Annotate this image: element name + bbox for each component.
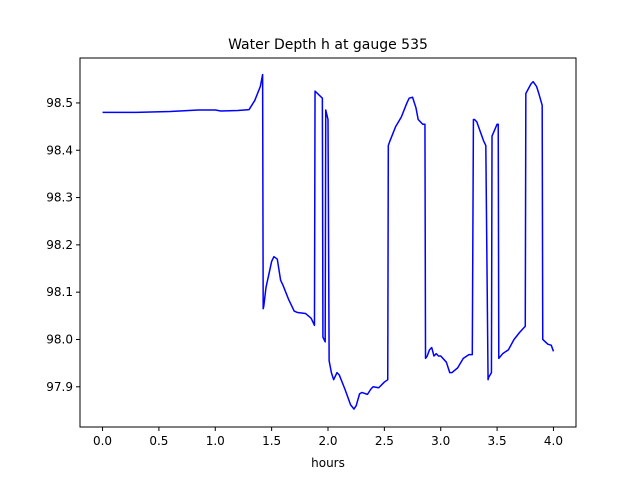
x-tick-label: 4.0 (544, 434, 563, 448)
y-tick-label: 98.2 (46, 238, 73, 252)
series-line (102, 73, 555, 410)
x-tick-label: 2.0 (318, 434, 337, 448)
x-tick-label: 0.5 (149, 434, 168, 448)
y-tick-label: 98.0 (46, 332, 73, 346)
x-axis-label: hours (311, 456, 345, 470)
chart-title: Water Depth h at gauge 535 (228, 37, 428, 53)
y-tick-label: 98.5 (46, 96, 73, 110)
y-tick-label: 98.4 (46, 143, 73, 157)
x-axis-ticks: 0.0 0.5 1.0 1.5 2.0 2.5 3.0 3.5 4.0 (93, 427, 563, 448)
y-tick-label: 98.3 (46, 191, 73, 205)
y-tick-label: 98.1 (46, 285, 73, 299)
x-tick-label: 0.0 (93, 434, 112, 448)
x-tick-label: 2.5 (375, 434, 394, 448)
plot-frame (79, 57, 577, 428)
y-axis-ticks: 97.9 98.0 98.1 98.2 98.3 98.4 98.5 (46, 96, 80, 394)
x-tick-label: 3.0 (431, 434, 450, 448)
x-tick-label: 3.5 (488, 434, 507, 448)
y-tick-label: 97.9 (46, 380, 73, 394)
x-tick-label: 1.0 (206, 434, 225, 448)
x-tick-label: 1.5 (262, 434, 281, 448)
